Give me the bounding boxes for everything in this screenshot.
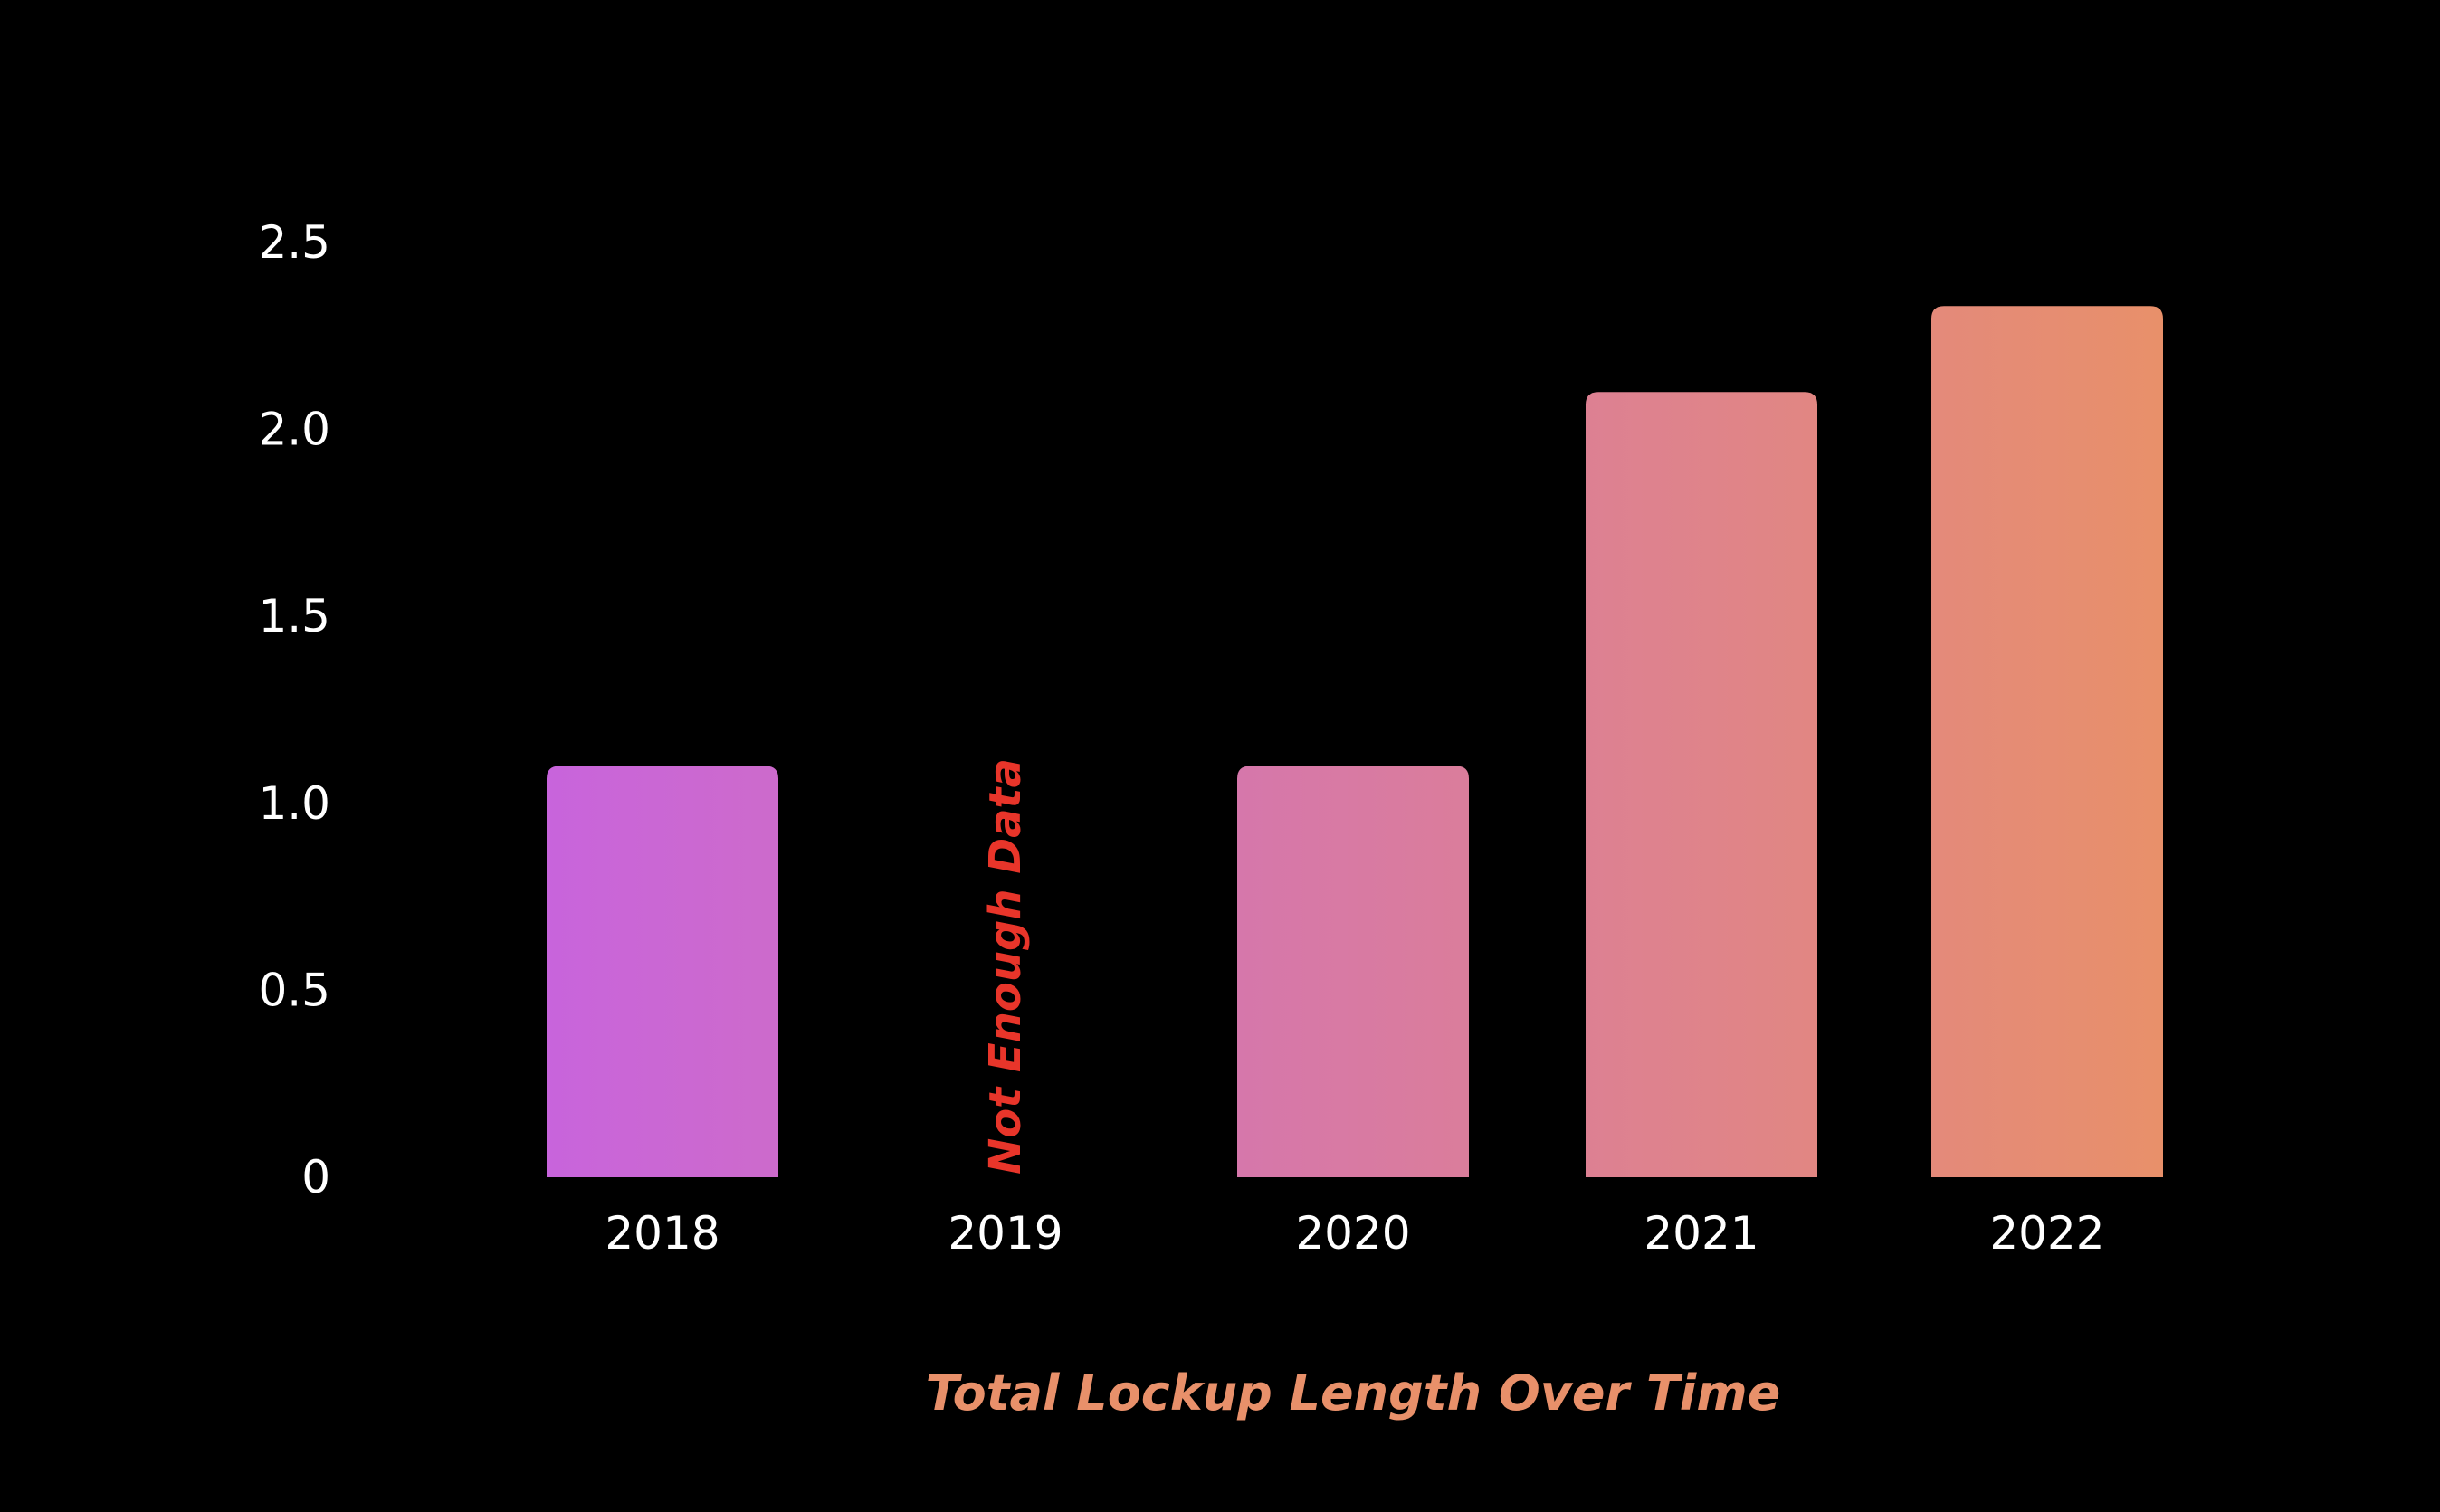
annotation-not-enough-data: Not Enough Data: [980, 758, 1031, 1174]
x-tick-label: 2018: [605, 1207, 720, 1260]
x-tick-label: 2019: [948, 1207, 1063, 1260]
y-tick-label: 0: [301, 1151, 330, 1203]
y-tick-label: 2.5: [258, 216, 330, 269]
x-tick-label: 2020: [1295, 1207, 1410, 1260]
chart-title: Total Lockup Length Over Time: [926, 1365, 1780, 1422]
bars-group: [547, 306, 2163, 1177]
bar-2021: [1586, 392, 1817, 1177]
y-tick-label: 1.0: [258, 777, 330, 830]
y-tick-label: 2.0: [258, 404, 330, 456]
y-tick-label: 0.5: [258, 964, 330, 1016]
y-axis-ticks: 0 0.5 1.0 1.5 2.0 2.5: [258, 216, 330, 1203]
bar-2022: [1931, 306, 2163, 1177]
x-tick-label: 2022: [1989, 1207, 2104, 1260]
annotations-group: Not Enough Data: [980, 758, 1031, 1174]
x-tick-label: 2021: [1644, 1207, 1759, 1260]
x-axis-ticks: 2018 2019 2020 2021 2022: [605, 1207, 2104, 1260]
y-tick-label: 1.5: [258, 590, 330, 642]
bar-2020: [1237, 766, 1469, 1177]
bar-2018: [547, 766, 778, 1177]
